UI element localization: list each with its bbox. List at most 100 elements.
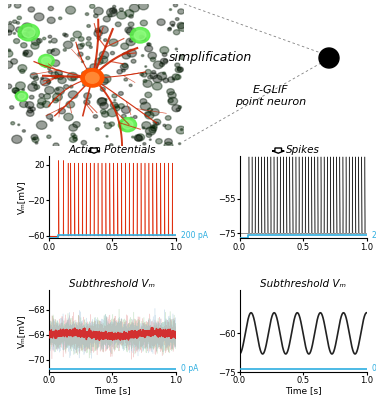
Circle shape bbox=[16, 27, 22, 32]
Circle shape bbox=[145, 112, 154, 119]
Circle shape bbox=[113, 5, 116, 8]
Circle shape bbox=[118, 121, 129, 129]
Circle shape bbox=[57, 74, 64, 80]
Circle shape bbox=[63, 49, 67, 51]
Circle shape bbox=[25, 102, 34, 108]
Circle shape bbox=[155, 122, 156, 124]
Circle shape bbox=[152, 70, 156, 74]
Circle shape bbox=[69, 124, 77, 131]
Circle shape bbox=[143, 80, 152, 87]
Circle shape bbox=[94, 7, 103, 15]
Circle shape bbox=[103, 16, 110, 22]
Circle shape bbox=[170, 9, 171, 10]
Circle shape bbox=[129, 84, 132, 86]
Circle shape bbox=[178, 106, 182, 108]
Circle shape bbox=[5, 24, 14, 32]
Circle shape bbox=[123, 120, 133, 129]
Circle shape bbox=[141, 72, 147, 77]
Circle shape bbox=[73, 122, 80, 128]
Circle shape bbox=[18, 124, 20, 126]
Circle shape bbox=[117, 11, 127, 19]
Circle shape bbox=[147, 43, 150, 45]
Circle shape bbox=[102, 111, 109, 117]
Circle shape bbox=[93, 115, 98, 118]
Circle shape bbox=[142, 122, 151, 129]
Circle shape bbox=[48, 67, 51, 70]
Circle shape bbox=[31, 42, 39, 49]
Circle shape bbox=[81, 140, 86, 145]
Circle shape bbox=[28, 29, 30, 31]
Circle shape bbox=[156, 139, 162, 144]
Circle shape bbox=[130, 117, 132, 119]
Polygon shape bbox=[272, 148, 284, 153]
Circle shape bbox=[86, 37, 91, 40]
Circle shape bbox=[78, 52, 83, 56]
Circle shape bbox=[93, 78, 95, 79]
Circle shape bbox=[98, 98, 106, 104]
Circle shape bbox=[111, 52, 115, 55]
Circle shape bbox=[22, 27, 35, 38]
Circle shape bbox=[8, 49, 11, 52]
Circle shape bbox=[73, 31, 82, 38]
Circle shape bbox=[163, 78, 169, 83]
Circle shape bbox=[85, 13, 89, 16]
Circle shape bbox=[168, 28, 171, 31]
Circle shape bbox=[109, 122, 114, 126]
Circle shape bbox=[52, 50, 55, 52]
Circle shape bbox=[53, 98, 58, 103]
Circle shape bbox=[22, 23, 32, 31]
Circle shape bbox=[26, 110, 34, 116]
Circle shape bbox=[105, 99, 107, 100]
Circle shape bbox=[38, 98, 46, 105]
Circle shape bbox=[34, 85, 39, 89]
Circle shape bbox=[12, 135, 22, 144]
Circle shape bbox=[82, 72, 86, 75]
Circle shape bbox=[71, 133, 75, 136]
Circle shape bbox=[126, 38, 135, 46]
Circle shape bbox=[114, 106, 120, 111]
Circle shape bbox=[175, 75, 181, 80]
Circle shape bbox=[87, 24, 90, 28]
Circle shape bbox=[146, 133, 152, 137]
Y-axis label: Vₘ[mV]: Vₘ[mV] bbox=[17, 180, 26, 214]
Circle shape bbox=[34, 13, 44, 21]
Circle shape bbox=[125, 27, 132, 33]
Circle shape bbox=[140, 36, 146, 41]
Circle shape bbox=[14, 38, 20, 44]
Circle shape bbox=[130, 28, 150, 43]
Circle shape bbox=[108, 14, 112, 17]
Circle shape bbox=[56, 88, 59, 90]
Circle shape bbox=[44, 64, 48, 68]
Circle shape bbox=[58, 108, 65, 114]
Circle shape bbox=[157, 72, 167, 80]
Circle shape bbox=[100, 102, 108, 109]
Circle shape bbox=[83, 83, 86, 86]
Circle shape bbox=[14, 3, 21, 8]
Circle shape bbox=[132, 136, 134, 138]
Circle shape bbox=[129, 39, 133, 42]
Circle shape bbox=[153, 61, 163, 69]
Circle shape bbox=[121, 43, 129, 50]
Circle shape bbox=[148, 52, 156, 59]
Circle shape bbox=[11, 59, 18, 64]
Circle shape bbox=[101, 75, 111, 83]
Circle shape bbox=[42, 57, 51, 65]
Circle shape bbox=[29, 106, 30, 108]
Circle shape bbox=[81, 69, 104, 87]
Circle shape bbox=[70, 137, 77, 142]
Circle shape bbox=[28, 7, 35, 12]
Circle shape bbox=[51, 72, 59, 78]
Circle shape bbox=[31, 134, 38, 140]
Circle shape bbox=[178, 9, 184, 14]
Circle shape bbox=[36, 121, 47, 129]
Circle shape bbox=[6, 84, 12, 89]
Circle shape bbox=[12, 88, 19, 93]
Circle shape bbox=[94, 14, 98, 18]
Circle shape bbox=[173, 78, 174, 80]
Circle shape bbox=[175, 48, 177, 50]
Polygon shape bbox=[88, 148, 100, 153]
Circle shape bbox=[150, 57, 156, 62]
Circle shape bbox=[42, 101, 50, 108]
Circle shape bbox=[41, 77, 44, 79]
Circle shape bbox=[164, 142, 173, 149]
